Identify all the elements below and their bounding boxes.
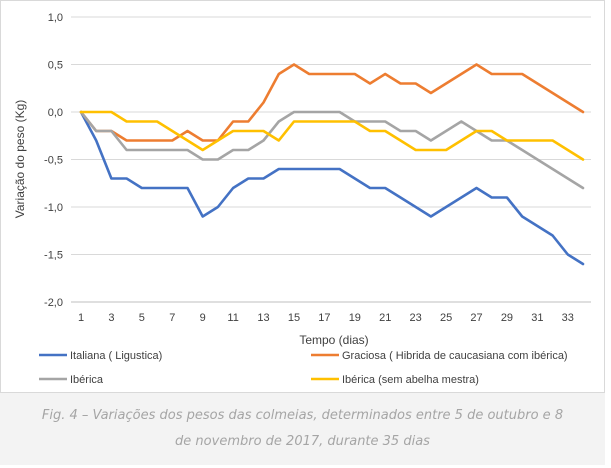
series-line-3 (79, 110, 585, 190)
series-line-1 (79, 110, 585, 266)
figure-caption: Fig. 4 – Variações dos pesos das colmeia… (41, 408, 564, 449)
x-tick-label: 9 (200, 312, 206, 324)
x-tick-label: 1 (78, 312, 84, 324)
x-tick-label: 5 (139, 312, 145, 324)
x-tick-label: 15 (288, 312, 300, 324)
x-tick-label: 17 (318, 312, 330, 324)
legend-label: Graciosa ( Hibrida de caucasiana com ibé… (342, 350, 568, 362)
x-tick-label: 13 (257, 312, 269, 324)
y-axis-ticks: 1,0 0,5 0,0 -0,5 -1,0 -1,5 -2,0 (44, 12, 63, 309)
y-tick-label: -1,0 (44, 202, 63, 214)
series-line-2 (79, 63, 585, 142)
legend-label: Ibérica (sem abelha mestra) (342, 374, 479, 386)
y-tick-label: 0,0 (48, 107, 63, 119)
x-axis-title: Tempo (dias) (299, 333, 368, 347)
series-line-4 (79, 110, 585, 161)
x-tick-label: 3 (108, 312, 114, 324)
x-tick-label: 19 (349, 312, 361, 324)
x-axis-ticks: 1 3 5 7 9 11 13 15 17 19 21 23 25 27 29 31 33 (78, 312, 574, 324)
x-tick-label: 33 (562, 312, 574, 324)
y-tick-label: 1,0 (48, 12, 63, 24)
x-tick-label: 29 (501, 312, 513, 324)
y-tick-label: -2,0 (44, 297, 63, 309)
x-tick-label: 25 (440, 312, 452, 324)
legend-label: Ibérica (70, 374, 104, 386)
line-chart: 1,00,50,0-0,5-1,0-1,5-2,0 1 3 5 7 9 11 13 15 17 1… (13, 12, 591, 386)
y-tick-label: -0,5 (44, 155, 63, 167)
figure-caption-box: Fig. 4 – Variações dos pesos das colmeia… (0, 393, 605, 465)
gridlines (71, 16, 591, 303)
x-tick-label: 21 (379, 312, 391, 324)
x-tick-label: 27 (470, 312, 482, 324)
data-series (79, 63, 585, 266)
x-tick-label: 23 (410, 312, 422, 324)
x-tick-label: 7 (169, 312, 175, 324)
chart-area: 1,0 0,5 0,0 -0,5 -1,0 -1,5 -2,0 1 3 5 7 9 11 13 15 17 1… (0, 0, 605, 393)
legend: Italiana ( Ligustica) Graciosa ( Hibrida … (39, 350, 568, 386)
legend-label: Italiana ( Ligustica) (70, 350, 162, 362)
y-tick-label: -1,5 (44, 250, 63, 262)
y-axis-title: Variação do peso (Kg) (13, 100, 27, 219)
x-tick-label: 31 (531, 312, 543, 324)
x-tick-label: 11 (227, 312, 238, 324)
y-tick-label: 0,5 (48, 60, 63, 72)
